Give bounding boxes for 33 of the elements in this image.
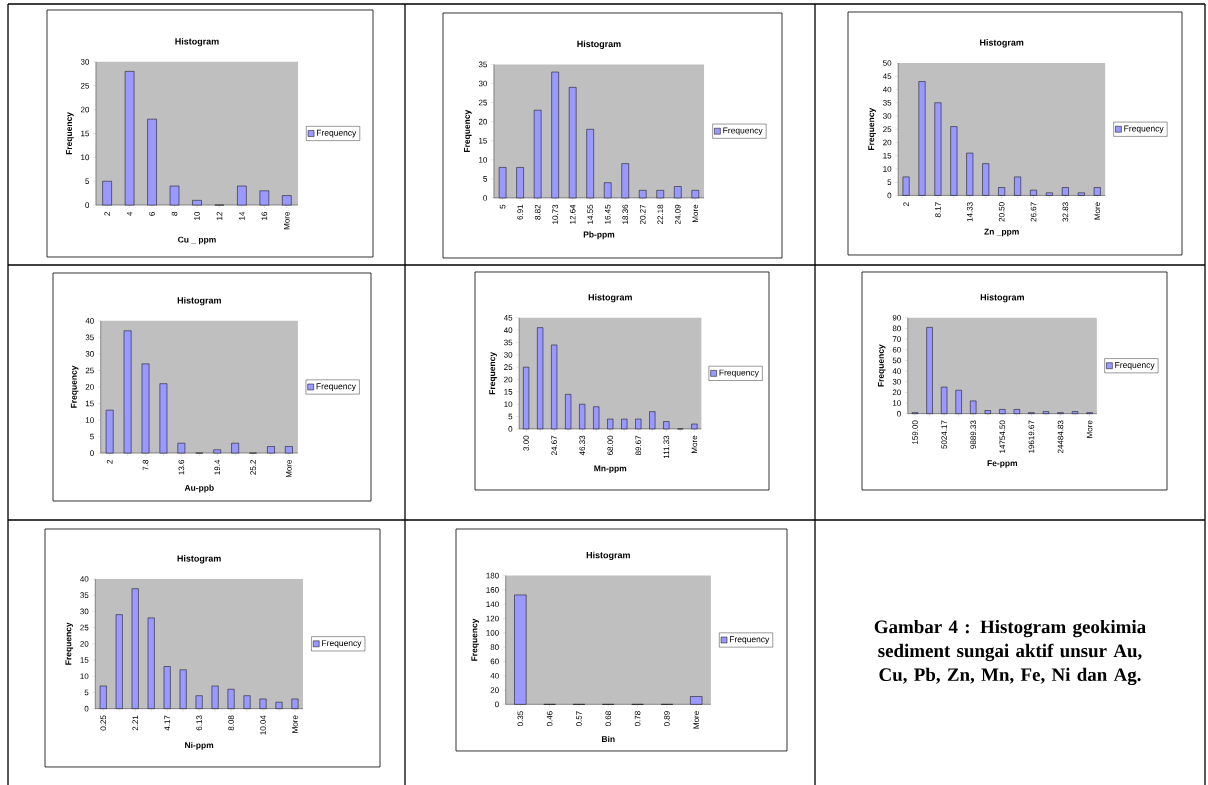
legend-label: Frequency (316, 129, 357, 138)
x-axis-title: Cu _ ppm (178, 236, 216, 245)
chart-title: Histogram (177, 555, 221, 564)
legend-label: Frequency (322, 640, 362, 648)
legend-label: Frequency (729, 636, 770, 644)
chart-title: Histogram (177, 296, 221, 306)
x-axis-title: Zn _ppm (984, 228, 1019, 237)
legend-label: Frequency (1115, 362, 1155, 370)
y-axis-title: Frequency (489, 351, 497, 395)
legend-label: Frequency (723, 127, 763, 136)
legend-label: Frequency (719, 369, 759, 378)
x-axis-title: Fe-ppm (987, 460, 1018, 468)
legend-label: Frequency (316, 383, 356, 391)
text: Gambar 4 : Histogram geokimia sediment sungai aktif unsur Au, Cu, Pb, Zn, Mn, Fe, Ni dan Ag. (874, 619, 1146, 686)
chart-title: Histogram (980, 39, 1024, 48)
y-axis-title: Frequency (877, 344, 886, 387)
y-axis-title: Frequency (66, 112, 74, 155)
x-axis-title: Pb-ppm (583, 231, 615, 240)
y-axis-title: Frequency (70, 365, 79, 408)
chart-title: Histogram (588, 293, 632, 303)
x-axis-title: Ni-ppm (185, 741, 214, 750)
chart-title: Histogram (577, 40, 621, 49)
chart-title: Histogram (980, 293, 1024, 303)
x-axis-title: Au-ppb (184, 484, 214, 493)
y-axis-title: Frequency (471, 618, 479, 661)
y-axis-title: Frequency (65, 622, 74, 665)
legend-label: Frequency (1124, 125, 1164, 134)
x-axis-title: Mn-ppm (594, 465, 627, 474)
y-axis-title: Frequency (464, 109, 472, 153)
y-axis-title: Frequency (868, 107, 876, 151)
x-axis-title: Bin (602, 735, 615, 743)
chart-title: Histogram (586, 551, 630, 561)
chart-title: Histogram (175, 37, 219, 47)
